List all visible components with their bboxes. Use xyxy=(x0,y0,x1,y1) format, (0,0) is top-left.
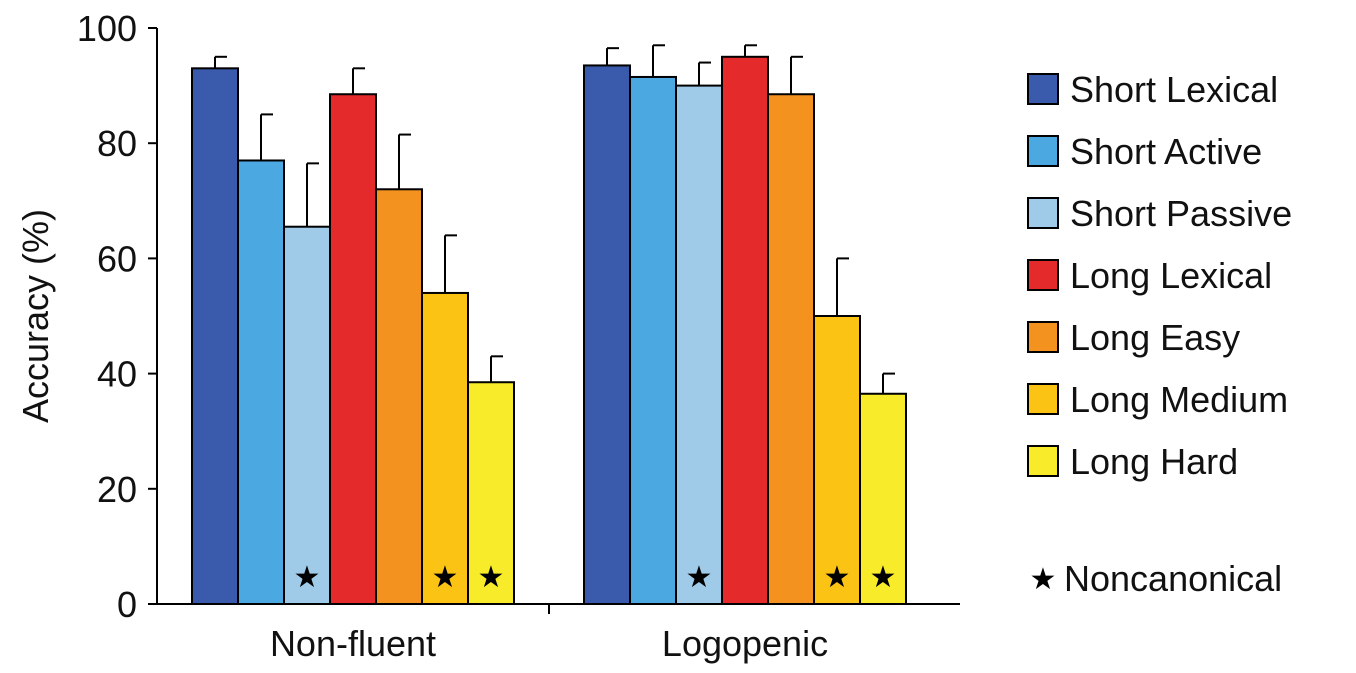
noncanonical-star-icon: ★ xyxy=(478,561,505,594)
y-tick-label: 60 xyxy=(97,238,137,279)
legend-swatch xyxy=(1027,197,1059,229)
noncanonical-star-icon: ★ xyxy=(294,561,321,594)
bar-long-medium-non-fluent xyxy=(421,291,469,605)
bars: ★ ★ ★ ★ ★ ★ xyxy=(191,44,907,606)
bar-long-hard-logopenic xyxy=(859,392,907,606)
y-tick-label: 100 xyxy=(77,8,137,49)
y-tick-label: 20 xyxy=(97,469,137,510)
bar-long-lexical-logopenic xyxy=(721,55,769,606)
x-category-label: Logopenic xyxy=(662,623,828,664)
y-tick-label: 0 xyxy=(117,584,137,625)
bar-long-easy-logopenic xyxy=(767,93,815,606)
bar-short-lexical-logopenic xyxy=(583,64,631,605)
noncanonical-star-icon: ★ xyxy=(870,561,897,594)
x-category-label: Non-fluent xyxy=(270,623,436,664)
bar-short-active-non-fluent xyxy=(237,159,285,605)
noncanonical-star-icon: ★ xyxy=(432,561,459,594)
axes: 0 20 40 60 80 100 Accuracy (%) Non-fluent Logope… xyxy=(15,8,960,664)
legend-label: Short Passive xyxy=(1070,193,1292,234)
legend-label: Long Hard xyxy=(1070,441,1238,482)
legend-swatch xyxy=(1027,321,1059,353)
y-axis-title: Accuracy (%) xyxy=(15,209,56,423)
legend-swatch xyxy=(1027,259,1059,291)
legend-noncanonical-label: Noncanonical xyxy=(1064,558,1282,599)
legend-star-icon: ★ xyxy=(1030,563,1057,596)
legend-swatch xyxy=(1027,73,1059,105)
bar-short-passive-logopenic xyxy=(675,84,723,606)
bar-short-active-logopenic xyxy=(629,75,677,605)
bar-long-lexical-non-fluent xyxy=(329,93,377,606)
legend: Short Lexical Short Active Short Passive Lo… xyxy=(1027,69,1292,599)
legend-label: Long Easy xyxy=(1070,317,1240,358)
noncanonical-star-icon: ★ xyxy=(686,561,713,594)
bar-short-lexical-non-fluent xyxy=(191,67,239,605)
legend-swatch xyxy=(1027,383,1059,415)
y-tick-label: 80 xyxy=(97,123,137,164)
bar-long-medium-logopenic xyxy=(813,315,861,605)
bar-long-easy-non-fluent xyxy=(375,188,423,605)
legend-label: Short Lexical xyxy=(1070,69,1278,110)
legend-swatch xyxy=(1027,445,1059,477)
noncanonical-star-icon: ★ xyxy=(824,561,851,594)
bar-short-passive-non-fluent xyxy=(283,225,331,605)
y-tick-label: 40 xyxy=(97,354,137,395)
legend-label: Long Medium xyxy=(1070,379,1288,420)
legend-swatch xyxy=(1027,135,1059,167)
legend-label: Long Lexical xyxy=(1070,255,1272,296)
legend-label: Short Active xyxy=(1070,131,1262,172)
